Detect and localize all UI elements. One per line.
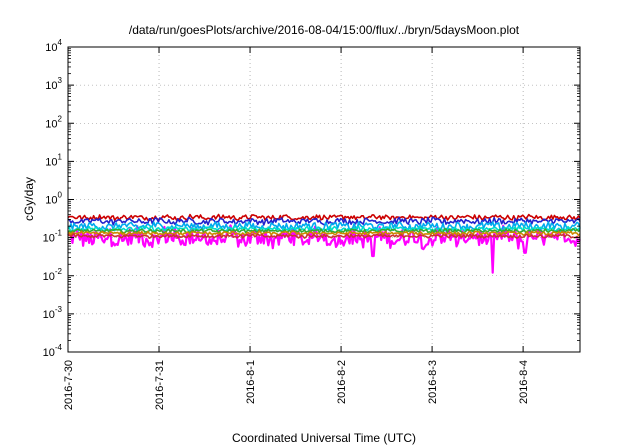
y-tick-label: 10-1 <box>43 229 63 245</box>
x-tick-label: 2016-8-3 <box>427 360 439 404</box>
y-tick-label: 104 <box>45 38 62 54</box>
series-line <box>67 213 581 222</box>
y-tick-label: 101 <box>45 152 62 168</box>
series-line <box>67 230 581 237</box>
series-line <box>67 233 581 239</box>
grid-lines <box>68 47 580 352</box>
y-axis-label: cGy/day <box>22 177 36 221</box>
x-tick-label: 2016-8-4 <box>518 360 530 404</box>
x-tick-label: 2016-7-31 <box>154 360 166 410</box>
series-line <box>67 225 581 233</box>
x-tick-label: 2016-7-30 <box>63 360 75 410</box>
axis-ticks: 10-4 10-3 10-2 10-1 100 101 102 103 104 2016-7-30… <box>43 38 580 410</box>
y-tick-label: 10-2 <box>43 267 63 283</box>
series-lines <box>67 213 581 274</box>
chart-title: /data/run/goesPlots/archive/2016-08-04/1… <box>129 23 520 37</box>
y-tick-label: 103 <box>45 76 62 92</box>
x-tick-label: 2016-8-1 <box>245 360 257 404</box>
y-tick-label: 10-3 <box>43 305 63 321</box>
x-tick-label: 2016-8-2 <box>336 360 348 404</box>
x-axis-label: Coordinated Universal Time (UTC) <box>232 431 416 445</box>
y-tick-label: 102 <box>45 114 62 130</box>
y-tick-label: 10-4 <box>43 343 63 359</box>
y-tick-label: 100 <box>45 191 62 207</box>
series-line <box>67 216 581 226</box>
